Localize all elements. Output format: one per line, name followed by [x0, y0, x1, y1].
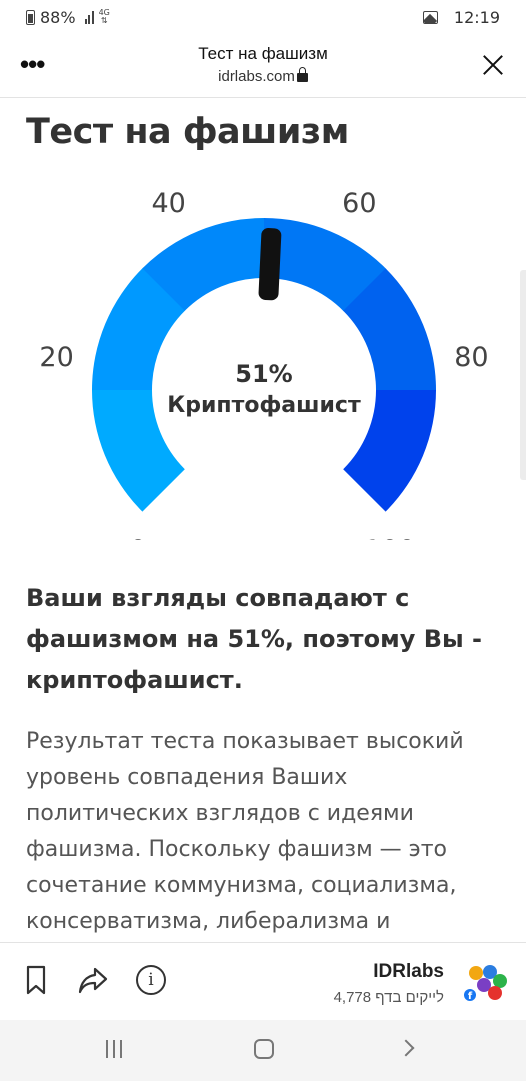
gauge-tick-label: 40	[151, 188, 185, 219]
recent-apps-icon[interactable]	[106, 1040, 122, 1058]
gauge-segment	[92, 388, 185, 512]
browser-header: ••• Тест на фашизм idrlabs.com	[0, 34, 526, 98]
likes-count: 4,778	[333, 989, 372, 1006]
gauge-tick-label: 100	[364, 535, 416, 540]
gauge-tick-labels: 0 20 40 60 80 100	[39, 188, 488, 540]
network-type: 4G	[98, 8, 110, 17]
likes-text: לייקים בדף	[375, 989, 444, 1006]
page-title: Тест на фашизм	[26, 112, 349, 152]
url-text: idrlabs.com	[218, 68, 295, 85]
bottom-toolbar: i IDRlabs לייקים בדף 4,778 f	[0, 942, 526, 1020]
gauge-tick-label: 0	[130, 535, 147, 540]
network-icon: 4G ⇅	[99, 9, 110, 25]
gallery-notification-icon	[422, 10, 438, 24]
scroll-handle[interactable]	[520, 270, 526, 480]
status-right: 12:19	[422, 7, 500, 27]
home-icon[interactable]	[254, 1039, 274, 1059]
gauge-value: 51%	[235, 360, 292, 388]
lock-icon	[296, 67, 308, 82]
battery-icon	[26, 9, 35, 25]
info-icon[interactable]: i	[136, 965, 166, 995]
gauge-tick-label: 60	[342, 188, 376, 219]
battery-level: 88%	[40, 7, 76, 27]
data-arrows-icon: ⇅	[100, 16, 108, 25]
header-url[interactable]: idrlabs.com	[0, 67, 526, 85]
gauge-tick-label: 20	[39, 342, 73, 373]
gauge-segment	[264, 218, 387, 312]
gauge-segment	[343, 268, 436, 392]
gauge-segment	[343, 390, 436, 512]
clock: 12:19	[453, 7, 500, 27]
svg-text:f: f	[468, 991, 473, 1002]
site-name[interactable]: IDRlabs	[373, 961, 444, 982]
idrlabs-logo[interactable]: f	[462, 963, 508, 1003]
signal-icon	[84, 10, 94, 24]
status-bar: 88% 4G ⇅ 12:19	[0, 0, 526, 34]
gauge-category: Криптофашист	[167, 393, 361, 418]
close-icon[interactable]	[480, 52, 506, 78]
gauge-segment	[142, 218, 266, 311]
status-left: 88% 4G ⇅	[26, 8, 110, 27]
result-description: Результат теста показывает высокий урове…	[26, 729, 464, 934]
gauge-needle	[258, 228, 282, 301]
gauge-tick-label: 80	[454, 342, 488, 373]
page-likes: לייקים בדף 4,778	[334, 989, 444, 1006]
back-icon[interactable]	[397, 1039, 415, 1057]
header-page-title: Тест на фашизм	[198, 44, 328, 63]
bookmark-icon[interactable]	[26, 965, 46, 995]
result-heading: Ваши взгляды совпадают с фашизмом на 51%…	[26, 584, 483, 694]
share-icon[interactable]	[78, 965, 108, 995]
gauge-segment	[92, 267, 186, 390]
system-navbar	[0, 1020, 526, 1081]
gauge-arc	[92, 218, 436, 512]
result-gauge: 0 20 40 60 80 100 51% Криптофашист	[39, 188, 488, 540]
